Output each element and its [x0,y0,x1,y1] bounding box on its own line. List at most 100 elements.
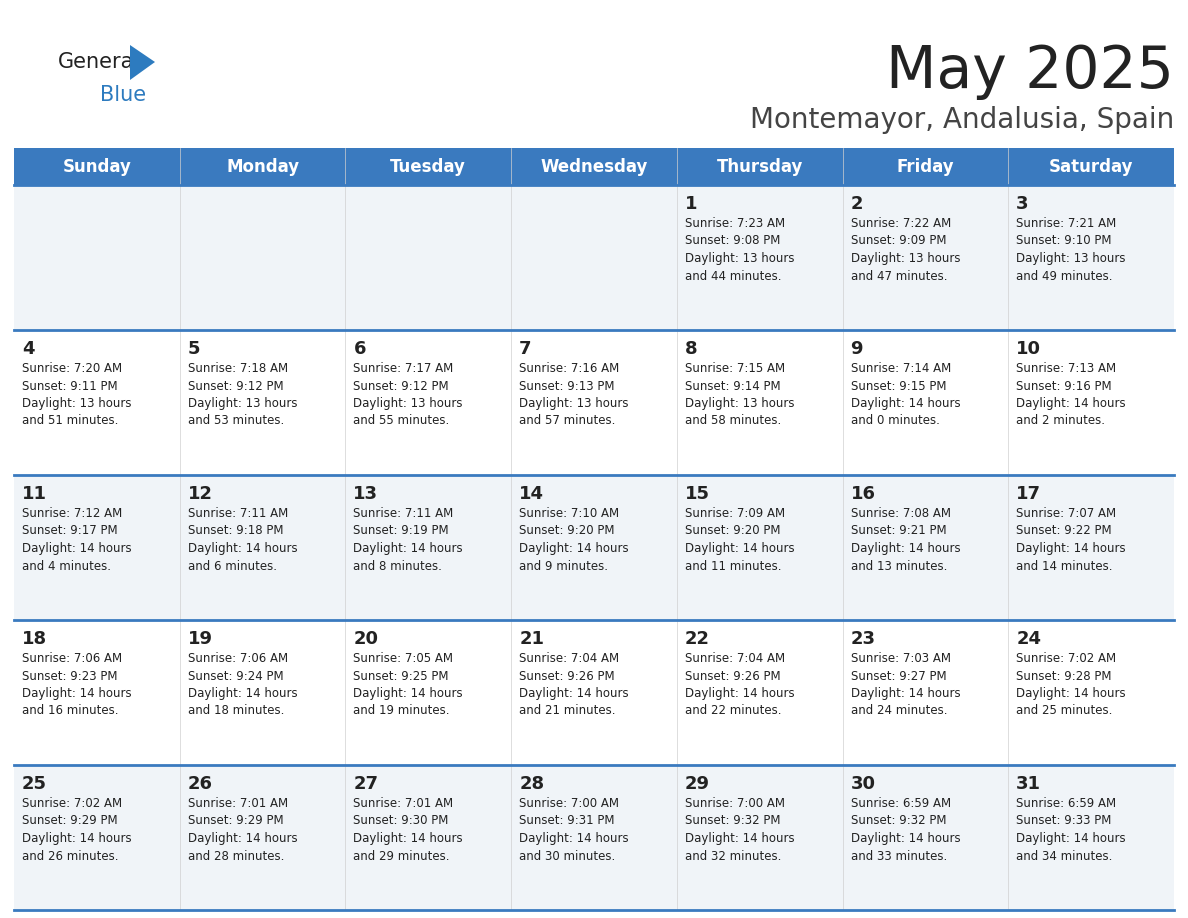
Polygon shape [129,45,154,80]
Text: Sunrise: 7:16 AM
Sunset: 9:13 PM
Daylight: 13 hours
and 57 minutes.: Sunrise: 7:16 AM Sunset: 9:13 PM Dayligh… [519,362,628,428]
Text: Sunrise: 7:20 AM
Sunset: 9:11 PM
Daylight: 13 hours
and 51 minutes.: Sunrise: 7:20 AM Sunset: 9:11 PM Dayligh… [23,362,132,428]
Bar [511,148,677,185]
Text: Tuesday: Tuesday [391,158,466,175]
Text: 25: 25 [23,775,48,793]
Text: 27: 27 [353,775,379,793]
Text: Sunrise: 7:17 AM
Sunset: 9:12 PM
Daylight: 13 hours
and 55 minutes.: Sunrise: 7:17 AM Sunset: 9:12 PM Dayligh… [353,362,463,428]
Text: Sunrise: 7:02 AM
Sunset: 9:28 PM
Daylight: 14 hours
and 25 minutes.: Sunrise: 7:02 AM Sunset: 9:28 PM Dayligh… [1016,652,1126,718]
Text: 12: 12 [188,485,213,503]
Text: Sunrise: 7:07 AM
Sunset: 9:22 PM
Daylight: 14 hours
and 14 minutes.: Sunrise: 7:07 AM Sunset: 9:22 PM Dayligh… [1016,507,1126,573]
Text: 18: 18 [23,630,48,648]
Bar [511,330,677,475]
Bar [179,765,346,910]
Text: 24: 24 [1016,630,1042,648]
Text: Sunrise: 7:22 AM
Sunset: 9:09 PM
Daylight: 13 hours
and 47 minutes.: Sunrise: 7:22 AM Sunset: 9:09 PM Dayligh… [851,217,960,283]
Text: Sunrise: 7:00 AM
Sunset: 9:32 PM
Daylight: 14 hours
and 32 minutes.: Sunrise: 7:00 AM Sunset: 9:32 PM Dayligh… [684,797,795,863]
Text: Sunrise: 7:18 AM
Sunset: 9:12 PM
Daylight: 13 hours
and 53 minutes.: Sunrise: 7:18 AM Sunset: 9:12 PM Dayligh… [188,362,297,428]
Text: Sunrise: 7:01 AM
Sunset: 9:30 PM
Daylight: 14 hours
and 29 minutes.: Sunrise: 7:01 AM Sunset: 9:30 PM Dayligh… [353,797,463,863]
Bar [179,148,346,185]
Text: Thursday: Thursday [716,158,803,175]
Text: 5: 5 [188,340,201,358]
Text: Sunrise: 7:13 AM
Sunset: 9:16 PM
Daylight: 14 hours
and 2 minutes.: Sunrise: 7:13 AM Sunset: 9:16 PM Dayligh… [1016,362,1126,428]
Text: Sunrise: 7:01 AM
Sunset: 9:29 PM
Daylight: 14 hours
and 28 minutes.: Sunrise: 7:01 AM Sunset: 9:29 PM Dayligh… [188,797,297,863]
Text: 6: 6 [353,340,366,358]
Bar [677,765,842,910]
Bar [1009,765,1174,910]
Text: Sunrise: 7:11 AM
Sunset: 9:18 PM
Daylight: 14 hours
and 6 minutes.: Sunrise: 7:11 AM Sunset: 9:18 PM Dayligh… [188,507,297,573]
Text: Sunrise: 7:00 AM
Sunset: 9:31 PM
Daylight: 14 hours
and 30 minutes.: Sunrise: 7:00 AM Sunset: 9:31 PM Dayligh… [519,797,628,863]
Bar [346,765,511,910]
Text: Friday: Friday [897,158,954,175]
Bar [511,765,677,910]
Text: 28: 28 [519,775,544,793]
Bar [179,475,346,620]
Bar [179,330,346,475]
Text: Blue: Blue [100,85,146,105]
Bar [179,620,346,765]
Bar [842,185,1009,330]
Text: 20: 20 [353,630,379,648]
Text: Sunrise: 7:04 AM
Sunset: 9:26 PM
Daylight: 14 hours
and 22 minutes.: Sunrise: 7:04 AM Sunset: 9:26 PM Dayligh… [684,652,795,718]
Bar [511,620,677,765]
Text: 9: 9 [851,340,862,358]
Bar [842,148,1009,185]
Text: Sunrise: 7:06 AM
Sunset: 9:24 PM
Daylight: 14 hours
and 18 minutes.: Sunrise: 7:06 AM Sunset: 9:24 PM Dayligh… [188,652,297,718]
Bar [179,185,346,330]
Text: 11: 11 [23,485,48,503]
Text: Sunrise: 7:03 AM
Sunset: 9:27 PM
Daylight: 14 hours
and 24 minutes.: Sunrise: 7:03 AM Sunset: 9:27 PM Dayligh… [851,652,960,718]
Text: Sunrise: 7:06 AM
Sunset: 9:23 PM
Daylight: 14 hours
and 16 minutes.: Sunrise: 7:06 AM Sunset: 9:23 PM Dayligh… [23,652,132,718]
Text: Wednesday: Wednesday [541,158,647,175]
Text: 14: 14 [519,485,544,503]
Text: Sunrise: 6:59 AM
Sunset: 9:32 PM
Daylight: 14 hours
and 33 minutes.: Sunrise: 6:59 AM Sunset: 9:32 PM Dayligh… [851,797,960,863]
Bar [1009,620,1174,765]
Bar [677,185,842,330]
Text: Sunrise: 7:02 AM
Sunset: 9:29 PM
Daylight: 14 hours
and 26 minutes.: Sunrise: 7:02 AM Sunset: 9:29 PM Dayligh… [23,797,132,863]
Text: Monday: Monday [226,158,299,175]
Text: 19: 19 [188,630,213,648]
Text: 13: 13 [353,485,379,503]
Text: Sunday: Sunday [63,158,132,175]
Bar [1009,475,1174,620]
Text: Sunrise: 7:21 AM
Sunset: 9:10 PM
Daylight: 13 hours
and 49 minutes.: Sunrise: 7:21 AM Sunset: 9:10 PM Dayligh… [1016,217,1126,283]
Text: 16: 16 [851,485,876,503]
Bar [346,148,511,185]
Bar [677,330,842,475]
Bar [346,475,511,620]
Text: 8: 8 [684,340,697,358]
Text: Montemayor, Andalusia, Spain: Montemayor, Andalusia, Spain [750,106,1174,134]
Text: 3: 3 [1016,195,1029,213]
Text: 22: 22 [684,630,710,648]
Bar [842,620,1009,765]
Bar [677,475,842,620]
Bar [346,620,511,765]
Bar [346,185,511,330]
Text: General: General [58,52,140,72]
Bar [1009,185,1174,330]
Bar [14,475,179,620]
Bar [842,475,1009,620]
Bar [677,148,842,185]
Text: Sunrise: 7:11 AM
Sunset: 9:19 PM
Daylight: 14 hours
and 8 minutes.: Sunrise: 7:11 AM Sunset: 9:19 PM Dayligh… [353,507,463,573]
Bar [677,620,842,765]
Text: Sunrise: 7:12 AM
Sunset: 9:17 PM
Daylight: 14 hours
and 4 minutes.: Sunrise: 7:12 AM Sunset: 9:17 PM Dayligh… [23,507,132,573]
Text: Saturday: Saturday [1049,158,1133,175]
Bar [14,765,179,910]
Bar [346,330,511,475]
Text: 15: 15 [684,485,710,503]
Text: 26: 26 [188,775,213,793]
Text: Sunrise: 7:08 AM
Sunset: 9:21 PM
Daylight: 14 hours
and 13 minutes.: Sunrise: 7:08 AM Sunset: 9:21 PM Dayligh… [851,507,960,573]
Text: 1: 1 [684,195,697,213]
Text: 2: 2 [851,195,862,213]
Text: Sunrise: 7:09 AM
Sunset: 9:20 PM
Daylight: 14 hours
and 11 minutes.: Sunrise: 7:09 AM Sunset: 9:20 PM Dayligh… [684,507,795,573]
Text: Sunrise: 7:04 AM
Sunset: 9:26 PM
Daylight: 14 hours
and 21 minutes.: Sunrise: 7:04 AM Sunset: 9:26 PM Dayligh… [519,652,628,718]
Text: Sunrise: 7:15 AM
Sunset: 9:14 PM
Daylight: 13 hours
and 58 minutes.: Sunrise: 7:15 AM Sunset: 9:14 PM Dayligh… [684,362,795,428]
Bar [1009,330,1174,475]
Text: Sunrise: 7:23 AM
Sunset: 9:08 PM
Daylight: 13 hours
and 44 minutes.: Sunrise: 7:23 AM Sunset: 9:08 PM Dayligh… [684,217,795,283]
Bar [511,475,677,620]
Text: Sunrise: 7:14 AM
Sunset: 9:15 PM
Daylight: 14 hours
and 0 minutes.: Sunrise: 7:14 AM Sunset: 9:15 PM Dayligh… [851,362,960,428]
Bar [511,185,677,330]
Text: 4: 4 [23,340,34,358]
Bar [14,185,179,330]
Bar [842,330,1009,475]
Text: 30: 30 [851,775,876,793]
